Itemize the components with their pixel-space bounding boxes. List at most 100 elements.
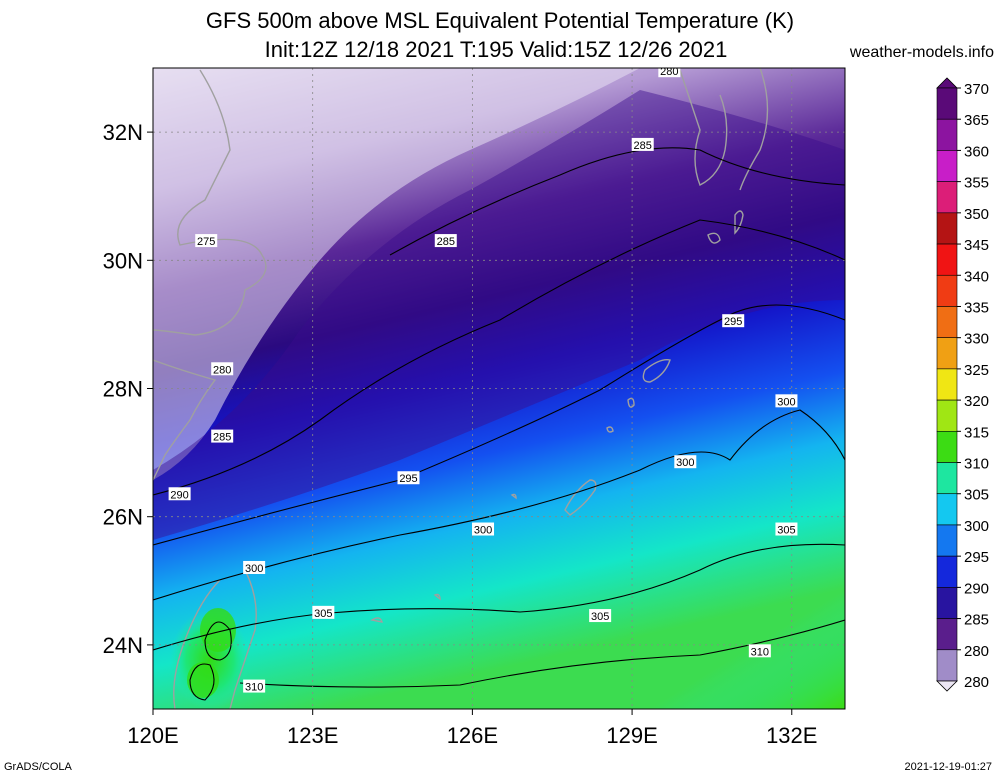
contour-label-text: 285 — [634, 140, 652, 152]
colorbar-label: 325 — [964, 362, 989, 379]
colorbar-swatch — [936, 274, 958, 307]
colorbar-swatch — [936, 399, 958, 432]
colorbar-swatch — [936, 368, 958, 401]
colorbar-label: 360 — [964, 143, 989, 160]
colorbar-label: 345 — [964, 237, 989, 254]
contour-label: 285 — [631, 137, 654, 152]
colorbar-swatch — [936, 181, 958, 214]
colorbar-swatch — [936, 337, 958, 370]
contour-305 — [153, 543, 845, 651]
site-watermark: weather-models.info — [849, 44, 994, 61]
korea-japan-coast — [679, 68, 769, 191]
china-coast — [153, 69, 267, 336]
colorbar-label: 350 — [964, 206, 989, 223]
colorbar-label: 335 — [964, 299, 989, 316]
contour-label-text: 295 — [724, 316, 742, 328]
contour-label-bg — [397, 471, 420, 485]
colorbar: 370 365 360 355 350 345 340 335 330 325 320 315 310 3… — [936, 77, 989, 692]
colorbar-swatch — [936, 150, 958, 182]
contour-label-text: 280 — [213, 364, 231, 376]
colorbar-swatch — [936, 618, 958, 651]
china-coast-south — [153, 359, 217, 481]
contour-label-text: 300 — [474, 525, 492, 537]
contour-295 — [153, 304, 845, 546]
contour-label-text: 275 — [197, 236, 215, 248]
colorbar-label: 315 — [964, 424, 989, 441]
contour-label: 310 — [243, 679, 266, 694]
contour-label: 290 — [168, 487, 191, 501]
graticule — [153, 68, 845, 709]
colorbar-label: 310 — [964, 456, 989, 473]
contour-label: 285 — [211, 429, 234, 444]
contour-label-bg — [243, 679, 266, 693]
contour-label-text: 285 — [213, 432, 231, 444]
contour-label-text: 305 — [314, 608, 332, 620]
colorbar-label: 285 — [964, 612, 989, 629]
contour-label: 280 — [658, 66, 681, 78]
contour-label-bg — [674, 455, 697, 469]
colorbar-label-min: 280 — [964, 674, 989, 691]
colorbar-swatch — [936, 462, 958, 495]
warm-spot — [187, 662, 219, 698]
colorbar-swatch — [936, 212, 958, 245]
contour-label-bg — [434, 234, 457, 248]
contour-warm-loop — [204, 621, 232, 661]
axes: 120E 123E 126E 129E 132E 24N 26N 28N 30N 32N — [103, 120, 818, 748]
lat-tick-label: 28N — [103, 377, 143, 402]
contour-label-text: 300 — [777, 396, 795, 408]
small-islands — [370, 397, 635, 623]
contour-label-text: 310 — [751, 646, 769, 658]
colorbar-swatch — [936, 555, 958, 588]
contour-label-text: 310 — [245, 682, 263, 694]
lat-tick-label: 32N — [103, 120, 143, 145]
okinawa-island — [642, 359, 671, 383]
deep-purple-band — [153, 90, 845, 540]
footer-timestamp: 2021-12-19-01:27 — [904, 761, 992, 773]
island-chain — [707, 210, 744, 244]
contour-label: 300 — [243, 560, 266, 575]
lat-tick-label: 30N — [103, 248, 143, 273]
colorbar-label: 370 — [964, 81, 989, 98]
coastlines — [153, 68, 769, 709]
contour-label: 275 — [195, 234, 218, 248]
colorbar-swatch — [936, 431, 958, 463]
colorbar-label: 365 — [964, 112, 989, 129]
contour-label: 305 — [312, 605, 335, 620]
contour-290 — [153, 219, 845, 496]
lon-tick-label: 123E — [287, 723, 338, 748]
contour-label: 310 — [748, 644, 771, 658]
colorbar-bottom-arrow — [936, 680, 958, 692]
colorbar-label: 330 — [964, 331, 989, 348]
contour-label: 285 — [434, 234, 457, 248]
contour-label: 300 — [472, 522, 495, 537]
contour-label-bg — [658, 68, 681, 78]
colorbar-swatch — [936, 306, 958, 338]
lon-tick-label: 126E — [447, 723, 498, 748]
contour-label-text: 280 — [660, 66, 678, 78]
contour-label: 280 — [211, 362, 234, 376]
contour-label-bg — [748, 644, 771, 658]
colorbar-label: 280 — [964, 643, 989, 660]
colorbar-swatch — [936, 118, 958, 151]
contour-labels: 280 285 275 285 280 295 300 285 300 295 290 300 305 3… — [168, 66, 798, 694]
lon-tick-label: 132E — [766, 723, 817, 748]
contour-label-text: 285 — [437, 236, 455, 248]
colorbar-top-arrow — [936, 77, 958, 89]
colorbar-swatch — [936, 587, 958, 619]
plot-area: 280 285 275 285 280 295 300 285 300 295 290 300 305 3… — [153, 66, 845, 709]
colorbar-swatch — [936, 524, 958, 557]
colorbar-label: 305 — [964, 487, 989, 504]
contour-label: 295 — [722, 314, 745, 328]
contour-label: 300 — [775, 394, 798, 408]
contour-label-text: 295 — [399, 473, 417, 485]
footer-software: GrADS/COLA — [4, 761, 72, 773]
lon-tick-label: 129E — [606, 723, 657, 748]
contour-label-text: 305 — [591, 611, 609, 623]
colorbar-label: 290 — [964, 580, 989, 597]
colorbar-label: 300 — [964, 518, 989, 535]
lon-tick-label: 120E — [127, 723, 178, 748]
lat-tick-label: 26N — [103, 505, 143, 530]
chart-subtitle: Init:12Z 12/18 2021 T:195 Valid:15Z 12/2… — [264, 37, 728, 62]
contour-label-bg — [211, 362, 234, 376]
